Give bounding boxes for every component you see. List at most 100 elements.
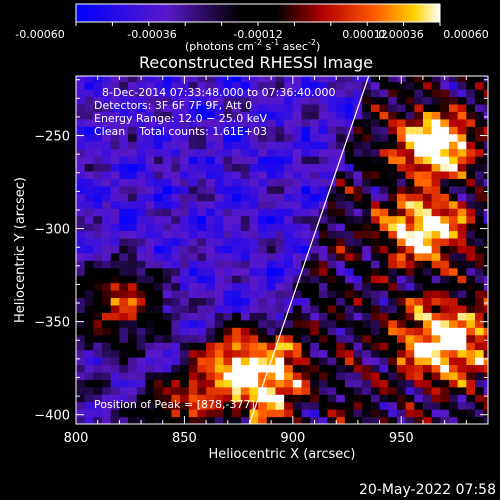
heatmap-cell: [93, 379, 103, 388]
heatmap-cell: [396, 237, 407, 246]
heatmap-cell: [119, 386, 129, 395]
heatmap-cell: [223, 342, 233, 351]
heatmap-cell: [76, 133, 86, 142]
heatmap-cell: [483, 357, 488, 366]
heatmap-cell: [180, 148, 190, 157]
heatmap-cell: [110, 170, 120, 179]
heatmap-cell: [275, 342, 285, 351]
heatmap-cell: [266, 141, 277, 150]
heatmap-cell: [396, 319, 407, 328]
heatmap-cell: [362, 394, 372, 403]
heatmap-cell: [448, 379, 459, 388]
heatmap-cell: [370, 364, 381, 373]
heatmap-cell: [431, 237, 441, 246]
heatmap-cell: [154, 275, 164, 284]
heatmap-cell: [188, 342, 199, 351]
heatmap-cell: [405, 148, 415, 157]
heatmap-cell: [362, 76, 372, 83]
heatmap-cell: [379, 215, 389, 224]
heatmap-cell: [206, 342, 216, 351]
heatmap-cell: [275, 223, 285, 232]
heatmap-cell: [258, 371, 268, 380]
heatmap-cell: [180, 156, 190, 165]
heatmap-cell: [206, 76, 216, 83]
heatmap-cell: [370, 141, 381, 150]
heatmap-cell: [197, 297, 207, 306]
heatmap-cell: [84, 133, 94, 142]
heatmap-cell: [379, 103, 389, 112]
heatmap-cell: [422, 156, 433, 165]
heatmap-cell: [422, 178, 433, 187]
heatmap-cell: [405, 96, 415, 105]
heatmap-cell: [206, 156, 216, 165]
heatmap-cell: [301, 163, 311, 172]
heatmap-cell: [223, 357, 233, 366]
heatmap-cell: [266, 260, 277, 269]
heatmap-cell: [240, 118, 251, 127]
heatmap-cell: [180, 89, 190, 98]
heatmap-cell: [474, 237, 485, 246]
heatmap-cell: [171, 319, 181, 328]
heatmap-cell: [431, 357, 441, 366]
heatmap-cell: [353, 156, 363, 165]
heatmap-cell: [466, 193, 476, 202]
heatmap-cell: [379, 401, 389, 410]
heatmap-cell: [214, 89, 225, 98]
heatmap-cell: [353, 230, 363, 239]
colorbar: [75, 3, 441, 23]
heatmap-cell: [353, 327, 363, 336]
heatmap-cell: [379, 185, 389, 194]
heatmap-cell: [214, 126, 225, 135]
heatmap-cell: [240, 252, 251, 261]
heatmap-cell: [258, 141, 268, 150]
heatmap-cell: [448, 245, 459, 254]
heatmap-cell: [474, 148, 485, 157]
heatmap-cell: [136, 133, 146, 142]
heatmap-cell: [310, 342, 320, 351]
heatmap-cell: [353, 178, 363, 187]
heatmap-cell: [396, 275, 407, 284]
heatmap-cell: [292, 156, 303, 165]
heatmap-cell: [466, 156, 476, 165]
heatmap-cell: [76, 386, 86, 395]
heatmap-cell: [284, 111, 294, 120]
heatmap-cell: [431, 223, 441, 232]
heatmap-cell: [84, 170, 94, 179]
heatmap-cell: [292, 349, 303, 358]
heatmap-cell: [379, 260, 389, 269]
heatmap-cell: [457, 76, 467, 83]
heatmap-cell: [483, 401, 488, 410]
heatmap-cell: [223, 156, 233, 165]
heatmap-cell: [431, 267, 441, 276]
heatmap-cell: [353, 118, 363, 127]
heatmap-cell: [119, 141, 129, 150]
heatmap-cell: [483, 282, 488, 291]
heatmap-cell: [275, 319, 285, 328]
heatmap-cell: [93, 267, 103, 276]
heatmap-cell: [466, 245, 476, 254]
heatmap-cell: [344, 81, 355, 90]
heatmap-cell: [301, 401, 311, 410]
heatmap-cell: [318, 156, 329, 165]
heatmap-cell: [440, 334, 450, 343]
heatmap-cell: [422, 163, 433, 172]
heatmap-cell: [388, 245, 398, 254]
heatmap-cell: [457, 156, 467, 165]
heatmap-cell: [422, 126, 433, 135]
heatmap-cell: [292, 230, 303, 239]
heatmap-cell: [457, 118, 467, 127]
heatmap-cell: [154, 237, 164, 246]
heatmap-cell: [483, 148, 488, 157]
heatmap-cell: [136, 312, 146, 321]
heatmap-cell: [240, 327, 251, 336]
heatmap-cell: [344, 208, 355, 217]
heatmap-cell: [414, 357, 424, 366]
heatmap-cell: [93, 282, 103, 291]
heatmap-cell: [448, 416, 459, 424]
heatmap-cell: [110, 133, 120, 142]
heatmap-cell: [84, 185, 94, 194]
heatmap-cell: [136, 215, 146, 224]
heatmap-cell: [197, 260, 207, 269]
heatmap-cell: [301, 334, 311, 343]
heatmap-cell: [448, 193, 459, 202]
